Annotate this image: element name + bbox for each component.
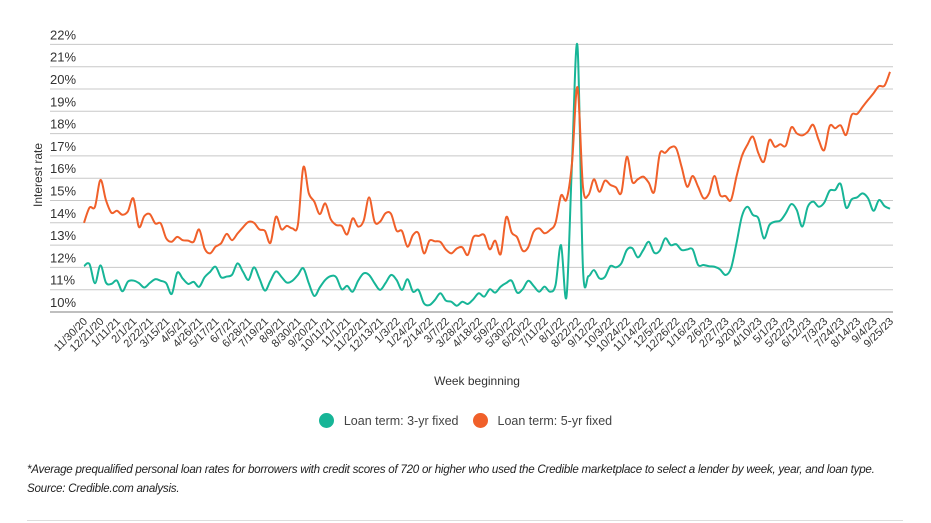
legend-swatch-3yr — [318, 413, 334, 428]
legend-swatch-5yr — [472, 413, 488, 428]
y-axis-title: Interest rate — [31, 143, 45, 207]
y-tick-label: 14% — [50, 206, 76, 221]
series-line-3yr — [83, 42, 891, 307]
y-tick-label: 18% — [50, 117, 76, 132]
y-tick-label: 22% — [50, 27, 76, 42]
legend-item-5yr: Loan term: 5-yr fixed — [472, 413, 613, 428]
y-tick-label: 17% — [50, 139, 76, 154]
legend-item-3yr: Loan term: 3-yr fixed — [318, 413, 459, 428]
y-tick-label: 12% — [50, 250, 76, 265]
y-tick-label: 21% — [50, 50, 76, 65]
y-tick-label: 20% — [50, 72, 76, 87]
divider — [27, 520, 903, 521]
series-line-5yr — [83, 71, 891, 257]
series-lines — [83, 42, 891, 307]
y-tick-label: 13% — [50, 228, 76, 243]
legend-label-3yr: Loan term: 3-yr fixed — [343, 413, 459, 428]
y-tick-label: 16% — [50, 161, 76, 176]
gridlines — [50, 43, 893, 313]
y-tick-label: 10% — [50, 295, 76, 310]
y-axis-ticks: 10% 11% 12% 13% 14% 15% 16% 17% 18% 19% 20% 21% 22% — [50, 27, 76, 310]
y-tick-label: 11% — [50, 273, 75, 288]
x-axis-ticks: 11/30/2012/21/201/11/212/1/212/22/213/15… — [52, 316, 896, 355]
y-tick-label: 15% — [50, 184, 76, 199]
y-tick-label: 19% — [50, 94, 76, 109]
x-axis-title: Week beginning — [434, 374, 520, 388]
footnote: *Average prequalified personal loan rate… — [27, 463, 875, 495]
legend-label-5yr: Loan term: 5-yr fixed — [497, 413, 613, 428]
legend: Loan term: 3-yr fixed Loan term: 5-yr fi… — [0, 413, 931, 428]
line-chart: 10%11%12%13%14%15%16%17%18%19%20%21%22% … — [31, 27, 896, 388]
